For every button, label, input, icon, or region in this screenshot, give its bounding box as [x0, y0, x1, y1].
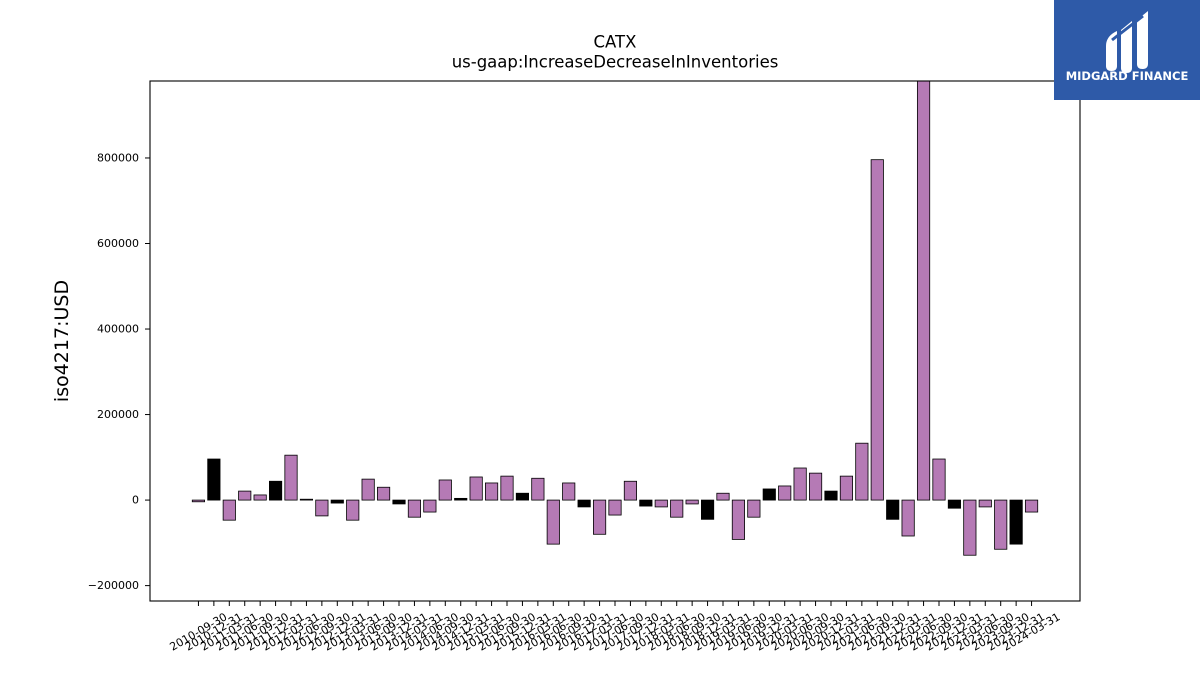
bar-2018-09-30	[685, 499, 699, 505]
bar-2019-12-31	[762, 488, 776, 501]
bar-2023-12-31	[1009, 499, 1023, 545]
bar-2021-03-31	[839, 475, 853, 501]
bar-2019-09-30	[747, 499, 761, 518]
bar-2012-09-30	[315, 499, 329, 517]
chart-title: CATX	[594, 33, 637, 52]
bar-2021-12-31	[886, 499, 900, 520]
bar-2017-09-30	[623, 480, 638, 501]
bar-2022-12-31	[947, 499, 961, 509]
bar-2017-03-31	[593, 499, 607, 535]
midgard-finance-logo: MIDGARD FINANCE	[1054, 0, 1200, 100]
x-axis: 2010-09-302010-12-312011-03-312011-06-30…	[168, 601, 1062, 654]
bar-2014-09-30	[438, 479, 452, 501]
bar-2015-12-31	[515, 492, 530, 501]
bar-2022-03-31	[901, 499, 915, 537]
y-tick-label: 0	[132, 494, 139, 507]
bar-2015-03-31	[469, 476, 483, 501]
bar-2014-12-31	[454, 497, 468, 501]
y-axis: −200000 0 200000 400000 600000 800000	[88, 151, 150, 592]
bars-group	[191, 81, 1039, 556]
bar-2013-03-31	[346, 499, 360, 521]
bar-2019-03-31	[716, 492, 730, 501]
y-tick-label: 200000	[97, 408, 139, 421]
bar-2013-09-30	[377, 486, 391, 501]
bar-2011-06-30	[238, 490, 252, 501]
chart-subtitle: us-gaap:IncreaseDecreaseInInventories	[452, 53, 779, 72]
bar-2012-12-31	[330, 499, 344, 504]
bar-2023-09-30	[994, 499, 1008, 550]
bar-2023-06-30	[978, 499, 992, 508]
logo-text: MIDGARD FINANCE	[1065, 69, 1189, 83]
bar-2020-12-31	[824, 490, 838, 501]
bar-2021-06-30	[855, 442, 869, 501]
bar-2015-06-30	[484, 482, 499, 501]
bar-2024-03-31	[1024, 499, 1039, 513]
bar-2022-06-30	[916, 81, 931, 501]
bar-2016-03-31	[531, 477, 545, 501]
bar-2011-09-30	[253, 494, 267, 501]
bar-2020-09-30	[808, 472, 823, 501]
bar-2014-06-30	[423, 499, 437, 513]
bar-2017-12-31	[639, 499, 653, 507]
bar-2011-03-31	[222, 499, 236, 521]
plot-area-frame	[149, 80, 1081, 602]
bar-2010-09-30	[191, 499, 206, 503]
bar-2010-12-31	[207, 458, 221, 501]
bar-2019-06-30	[731, 499, 745, 540]
y-tick-label: 800000	[97, 151, 139, 164]
midgard-finance-logo-mark-icon	[1106, 11, 1148, 73]
y-axis-label: iso4217:USD	[51, 280, 73, 402]
y-tick-label: 400000	[97, 323, 139, 336]
bar-2021-09-30	[870, 159, 884, 501]
bar-2012-03-31	[284, 454, 298, 501]
bar-2013-12-31	[392, 499, 406, 505]
bar-2016-12-31	[577, 499, 591, 508]
bar-2016-09-30	[562, 482, 576, 501]
bar-2018-03-31	[654, 499, 668, 508]
bar-2022-09-30	[932, 458, 946, 501]
bar-2020-06-30	[793, 467, 807, 501]
bar-2023-03-31	[963, 499, 977, 556]
bar-2014-03-31	[407, 499, 422, 518]
bar-2013-06-30	[361, 478, 375, 501]
bar-2016-06-30	[546, 499, 560, 545]
y-tick-label: 600000	[97, 237, 139, 250]
bar-2012-06-30	[299, 498, 314, 501]
bar-2011-12-31	[269, 480, 283, 501]
bar-2015-09-30	[500, 475, 514, 501]
bar-2020-03-31	[778, 485, 792, 501]
y-tick-label: −200000	[88, 579, 139, 592]
bar-2018-06-30	[670, 499, 684, 518]
bar-2018-12-31	[701, 499, 715, 520]
bar-2017-06-30	[608, 499, 622, 516]
